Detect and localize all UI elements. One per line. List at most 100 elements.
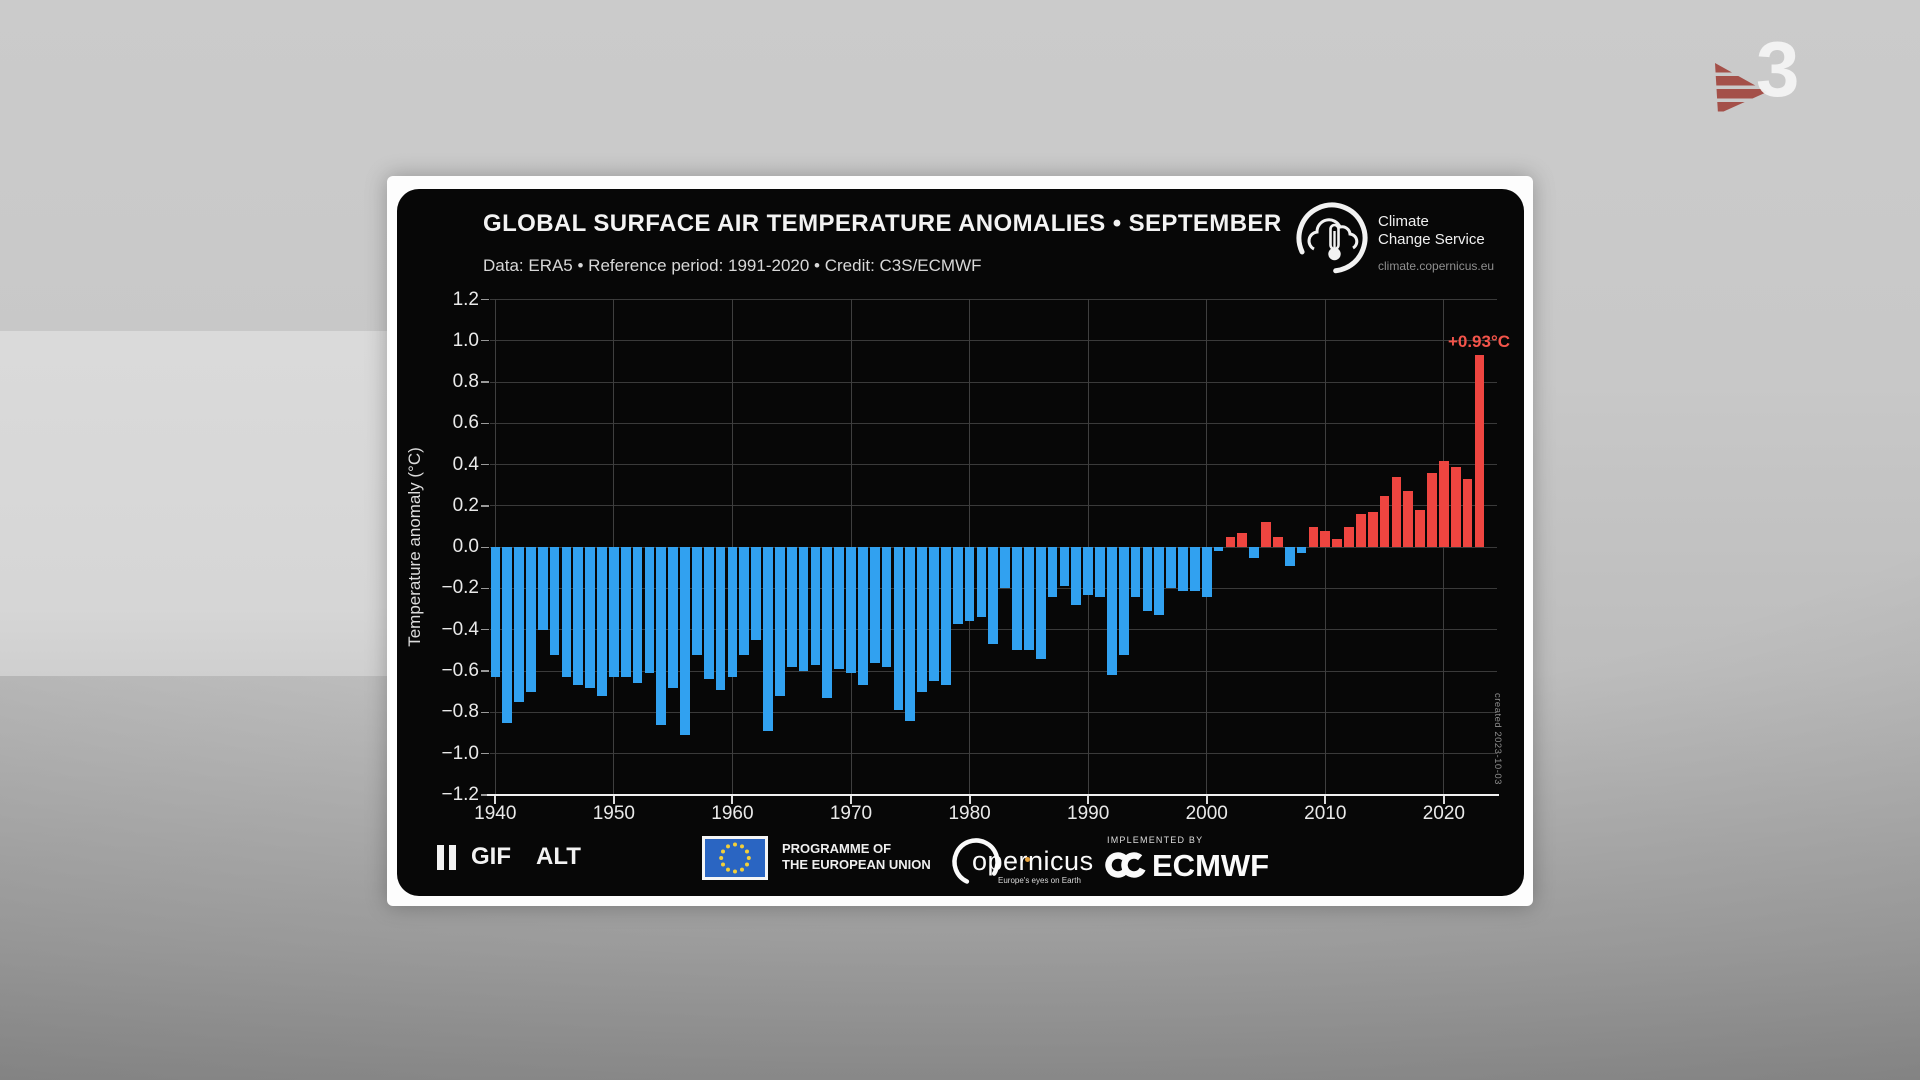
x-tick-mark xyxy=(1442,795,1445,804)
gridline-y xyxy=(490,753,1497,755)
c3s-name-line1: Climate xyxy=(1378,213,1429,230)
bar-1995 xyxy=(1142,547,1153,612)
bar-2011 xyxy=(1332,538,1342,548)
bar-2008 xyxy=(1296,547,1307,554)
bar-1985 xyxy=(1024,547,1034,651)
chart-title: GLOBAL SURFACE AIR TEMPERATURE ANOMALIES… xyxy=(483,210,1282,237)
gridline-y xyxy=(490,505,1497,507)
bar-1989 xyxy=(1071,547,1082,605)
bar-1960 xyxy=(727,547,738,678)
c3s-logo-text: Climate Change Service xyxy=(1378,213,1485,249)
bar-1944 xyxy=(537,547,548,630)
y-tick-label: 0.2 xyxy=(452,494,479,516)
bar-1952 xyxy=(632,547,643,684)
bar-1983 xyxy=(1000,547,1010,589)
c3s-website: climate.copernicus.eu xyxy=(1378,259,1495,273)
tv3-number: 3 xyxy=(1756,25,1800,113)
bar-1982 xyxy=(988,547,999,645)
chart-panel xyxy=(397,189,1524,896)
gridline-x xyxy=(731,299,733,795)
y-tick-label: 1.0 xyxy=(452,329,479,351)
x-tick-mark xyxy=(494,795,497,804)
bar-2014 xyxy=(1367,512,1378,548)
y-tick-mark xyxy=(481,794,489,796)
ecmwf-logo: IMPLEMENTED BY ECMWF xyxy=(1105,835,1285,885)
pause-button[interactable] xyxy=(437,845,457,870)
y-tick-mark xyxy=(481,505,489,507)
y-tick-label: 0.0 xyxy=(452,536,479,558)
x-tick-mark xyxy=(612,795,615,804)
c3s-name-line2: Change Service xyxy=(1378,231,1485,248)
gridline-x xyxy=(1206,299,1208,795)
bar-1993 xyxy=(1118,547,1129,655)
y-tick-label: −0.8 xyxy=(441,701,479,723)
bar-2002 xyxy=(1225,536,1236,548)
bar-1950 xyxy=(609,547,619,678)
bar-2009 xyxy=(1308,526,1319,548)
bar-1945 xyxy=(549,547,560,655)
bar-1943 xyxy=(526,547,536,692)
climate-change-service-logo: Climate Change Service climate.copernicu… xyxy=(1294,197,1524,282)
eu-stars xyxy=(719,842,751,874)
x-tick-mark xyxy=(1087,795,1090,804)
bar-2015 xyxy=(1379,495,1390,548)
y-tick-label: 0.8 xyxy=(452,371,479,393)
gridline-x xyxy=(613,299,615,795)
y-tick-label: −0.4 xyxy=(441,618,479,640)
bar-1971 xyxy=(858,547,868,686)
y-tick-label: −1.2 xyxy=(441,783,479,805)
bar-1970 xyxy=(846,547,856,674)
bar-1951 xyxy=(620,547,631,678)
x-tick-mark xyxy=(1205,795,1208,804)
bar-1991 xyxy=(1095,547,1105,597)
x-tick-label: 1950 xyxy=(592,803,635,824)
bar-1996 xyxy=(1154,547,1165,616)
bar-1966 xyxy=(798,547,809,672)
bar-2023 xyxy=(1474,355,1485,548)
bar-2007 xyxy=(1284,547,1295,566)
gridline-x xyxy=(969,299,971,795)
ecmwf-wordmark: ECMWF xyxy=(1152,848,1270,883)
copernicus-wordmark: opernicus xyxy=(972,846,1094,876)
eu-programme-line2: THE EUROPEAN UNION xyxy=(782,857,931,872)
bar-2020 xyxy=(1439,460,1449,548)
alt-button[interactable]: ALT xyxy=(536,843,581,870)
x-tick-label: 2000 xyxy=(1185,803,1228,824)
bar-1973 xyxy=(881,547,892,667)
bar-2021 xyxy=(1450,466,1461,548)
bar-2016 xyxy=(1391,477,1402,548)
background-light-panel xyxy=(0,331,389,676)
x-tick-mark xyxy=(968,795,971,804)
bar-2018 xyxy=(1415,510,1425,548)
eu-programme-line1: PROGRAMME OF xyxy=(782,841,892,856)
bar-1992 xyxy=(1107,547,1117,676)
bar-1961 xyxy=(739,547,750,655)
bar-2004 xyxy=(1249,547,1259,558)
implemented-by-label: IMPLEMENTED BY xyxy=(1107,835,1204,845)
y-tick-label: −0.2 xyxy=(441,577,479,599)
bar-1981 xyxy=(976,547,987,618)
x-tick-mark xyxy=(850,795,852,804)
bar-1956 xyxy=(680,547,690,735)
bar-1999 xyxy=(1190,547,1200,591)
bar-1976 xyxy=(917,547,927,692)
x-tick-label: 2020 xyxy=(1422,803,1465,824)
bar-1958 xyxy=(703,547,714,680)
y-tick-mark xyxy=(481,340,489,342)
y-tick-label: 1.2 xyxy=(452,288,479,310)
x-tick-label: 1960 xyxy=(711,803,754,824)
bar-2003 xyxy=(1237,532,1248,548)
gridline-x xyxy=(850,299,852,795)
bar-1990 xyxy=(1083,547,1093,595)
bar-1955 xyxy=(668,547,678,688)
bar-1987 xyxy=(1047,547,1058,597)
created-date-note: created 2023-10-03 xyxy=(1492,693,1503,785)
x-tick-mark xyxy=(1324,795,1327,804)
eu-programme-label: PROGRAMME OF THE EUROPEAN UNION xyxy=(782,841,931,873)
y-tick-mark xyxy=(481,381,489,383)
copernicus-crescent-icon xyxy=(952,838,1000,886)
gridline-y xyxy=(490,422,1497,424)
gif-button[interactable]: GIF xyxy=(471,843,511,870)
x-tick-label: 1940 xyxy=(474,803,517,824)
x-tick-label: 2010 xyxy=(1304,803,1347,824)
